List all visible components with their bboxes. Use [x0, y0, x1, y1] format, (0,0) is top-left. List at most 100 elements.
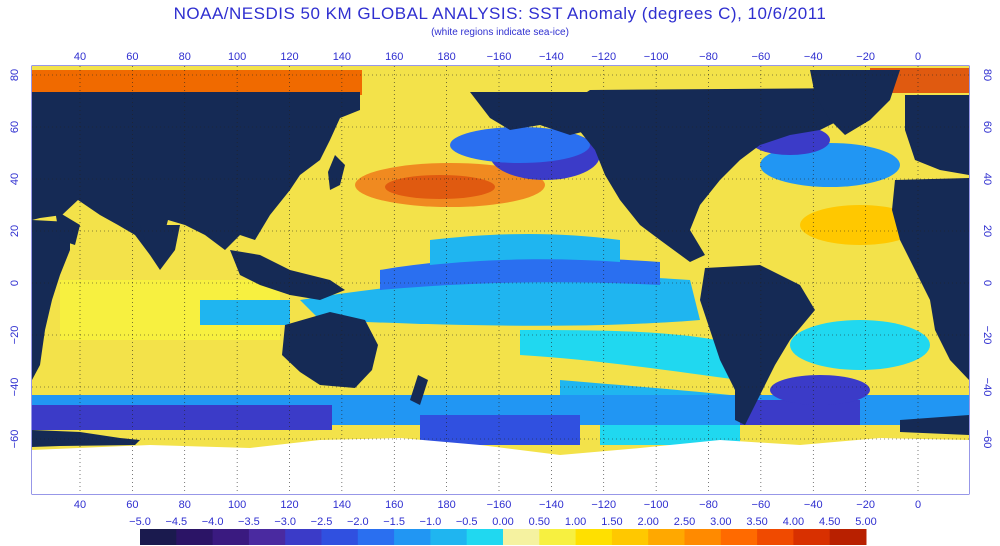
longitude-tick-label: −80 [699, 51, 718, 63]
colorbar-label: −3.0 [274, 516, 296, 528]
colorbar-label: −2.5 [311, 516, 333, 528]
antarctica [32, 415, 969, 447]
latitude-tick-label: −40 [981, 378, 993, 397]
colorbar-label: −2.0 [347, 516, 369, 528]
longitude-tick-label: −80 [699, 499, 718, 511]
longitude-tick-label: 120 [280, 499, 298, 511]
longitude-tick-label: 160 [385, 499, 403, 511]
latitude-tick-label: −20 [981, 326, 993, 345]
colorbar-label: −1.0 [420, 516, 442, 528]
land-europe [905, 95, 969, 175]
colorbar-label: −5.0 [129, 516, 151, 528]
colorbar-label: 1.50 [601, 516, 622, 528]
land-arabia [55, 210, 80, 245]
colorbar-label: 4.00 [783, 516, 804, 528]
land-new-zealand [410, 375, 428, 405]
land-africa [32, 220, 70, 380]
colorbar-swatch [212, 529, 250, 545]
colorbar-swatch [829, 529, 867, 545]
colorbar-label: −4.5 [165, 516, 187, 528]
longitude-tick-label: 140 [333, 51, 351, 63]
longitude-ticks-bottom: 40 60 80 100 120 140 160 180 −160 −140 −120 −100 −80… [74, 499, 921, 511]
colorbar-swatch [357, 529, 395, 545]
colorbar-label: −4.0 [202, 516, 224, 528]
colorbar-label: 2.00 [637, 516, 658, 528]
longitude-tick-label: −100 [644, 499, 669, 511]
land-south-america [700, 265, 815, 425]
longitude-tick-label: 40 [74, 51, 86, 63]
land-indonesia [230, 250, 345, 300]
colorbar-label: 1.00 [565, 516, 586, 528]
longitude-tick-label: −40 [804, 51, 823, 63]
longitude-ticks-top: 40 60 80 100 120 140 160 180 −160 −140 −120 −100 −80… [74, 51, 921, 63]
colorbar-label: −0.5 [456, 516, 478, 528]
latitude-tick-label: 0 [9, 280, 21, 286]
map-subtitle: (white regions indicate sea-ice) [431, 27, 569, 38]
colorbar-swatch [648, 529, 685, 545]
colorbar-label: 2.50 [674, 516, 695, 528]
land-japan [328, 155, 345, 190]
latitude-tick-label: −60 [981, 430, 993, 449]
latitude-tick-label: −40 [9, 378, 21, 397]
colorbar-swatch [720, 529, 758, 545]
latitude-tick-label: 80 [981, 69, 993, 81]
colorbar-swatch [684, 529, 722, 545]
latitude-tick-label: 0 [981, 280, 993, 286]
colorbar-label: 5.00 [855, 516, 876, 528]
land-australia [282, 312, 378, 388]
latitude-tick-label: 60 [9, 121, 21, 133]
map-title: NOAA/NESDIS 50 KM GLOBAL ANALYSIS: SST A… [173, 4, 827, 23]
latitude-tick-label: −60 [9, 430, 21, 449]
colorbar-swatch [394, 529, 431, 545]
land-alaska [470, 92, 590, 135]
land-india [140, 225, 180, 270]
colorbar-label: −3.5 [238, 516, 260, 528]
longitude-tick-label: −140 [539, 499, 564, 511]
longitude-tick-label: 60 [126, 51, 138, 63]
latitude-tick-label: 80 [9, 69, 21, 81]
longitude-tick-label: 100 [228, 499, 246, 511]
colorbar-label: 3.50 [746, 516, 767, 528]
longitude-tick-label: 40 [74, 499, 86, 511]
colorbar-swatch [140, 529, 177, 545]
longitude-tick-label: −40 [804, 499, 823, 511]
land-west-africa [892, 178, 969, 380]
land-masses [32, 70, 969, 425]
colorbar-swatch [611, 529, 649, 545]
longitude-tick-label: −60 [752, 499, 771, 511]
longitude-tick-label: 80 [179, 499, 191, 511]
colorbar-swatch [321, 529, 359, 545]
latitude-tick-label: 60 [981, 121, 993, 133]
latitude-tick-label: 20 [981, 225, 993, 237]
latitude-tick-label: 20 [9, 225, 21, 237]
latitude-ticks-left: 80 60 40 20 0 −20 −40 −60 [9, 69, 21, 448]
colorbar-swatch [757, 529, 794, 545]
latitude-tick-label: 40 [981, 173, 993, 185]
colorbar-label: 3.00 [710, 516, 731, 528]
longitude-tick-label: 120 [280, 51, 298, 63]
longitude-tick-label: −20 [856, 51, 875, 63]
colorbar-swatch [285, 529, 322, 545]
antarctic-sea-ice [32, 438, 969, 494]
longitude-tick-label: −160 [487, 51, 512, 63]
longitude-tick-label: −120 [591, 51, 616, 63]
longitude-tick-label: 100 [228, 51, 246, 63]
colorbar-label: 4.50 [819, 516, 840, 528]
latitude-tick-label: −20 [9, 326, 21, 345]
colorbar-swatch [176, 529, 214, 545]
longitude-tick-label: 180 [437, 499, 455, 511]
colorbar-labels: −5.0 −4.5 −4.0 −3.5 −3.0 −2.5 −2.0 −1.5 −1.0 −0.5… [129, 516, 877, 528]
colorbar [140, 529, 867, 545]
land-north-america [560, 88, 870, 262]
colorbar-swatch [539, 529, 577, 545]
land-eurasia [32, 92, 360, 255]
longitude-tick-label: 0 [915, 51, 921, 63]
colorbar-swatch [575, 529, 613, 545]
longitude-tick-label: 0 [915, 499, 921, 511]
longitude-tick-label: 60 [126, 499, 138, 511]
colorbar-label: 0.00 [492, 516, 513, 528]
colorbar-swatch [430, 529, 468, 545]
longitude-tick-label: 140 [333, 499, 351, 511]
colorbar-swatch [248, 529, 286, 545]
